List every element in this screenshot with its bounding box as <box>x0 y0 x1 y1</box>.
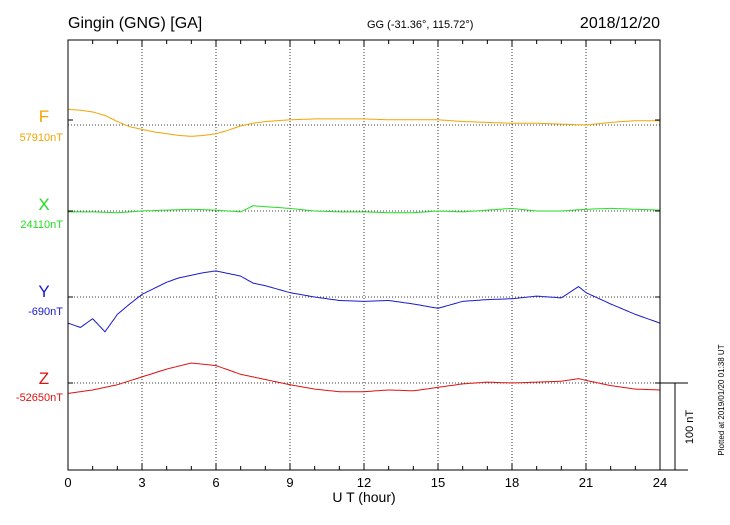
x-tick-label: 21 <box>579 475 593 490</box>
series-baseline-x: 24110nT <box>20 219 63 231</box>
station-coords: GG (-31.36°, 115.72°) <box>367 19 473 31</box>
x-ticks: 0 3 6 9 12 15 18 21 24 <box>64 40 667 490</box>
series-name-f: F <box>39 107 49 126</box>
x-tick-label: 12 <box>357 475 371 490</box>
series-baseline-f: 57910nT <box>20 132 64 144</box>
series-baseline-y: -690nT <box>28 306 63 318</box>
x-tick-label: 18 <box>505 475 519 490</box>
x-tick-label: 9 <box>286 475 293 490</box>
x-tick-label: 0 <box>64 475 71 490</box>
scale-bar-label: 100 nT <box>684 410 696 445</box>
series-baseline-z: -52650nT <box>16 392 63 404</box>
x-tick-label: 24 <box>653 475 667 490</box>
series-line-x <box>68 205 660 214</box>
series-name-y: Y <box>38 282 49 301</box>
x-axis-label: U T (hour) <box>332 489 395 505</box>
x-tick-label: 6 <box>212 475 219 490</box>
series-line-z <box>67 362 661 394</box>
x-tick-label: 3 <box>138 475 145 490</box>
plotted-timestamp: Plotted at 2019/01/20 01:38 UT <box>717 344 726 455</box>
series-line-f <box>67 108 660 137</box>
series-name-x: X <box>38 195 49 214</box>
series-layer <box>67 108 661 394</box>
series-labels: F 57910nT X 24110nT Y -690nT Z -52650nT <box>16 107 63 404</box>
station-title: Gingin (GNG) [GA] <box>68 15 202 32</box>
plot-date: 2018/12/20 <box>580 15 660 32</box>
series-line-y <box>67 270 661 333</box>
x-tick-label: 15 <box>431 475 445 490</box>
series-name-z: Z <box>39 369 49 388</box>
plot-frame <box>67 39 661 471</box>
grid-lines <box>68 40 660 470</box>
scale-bar: 100 nT <box>660 382 696 471</box>
